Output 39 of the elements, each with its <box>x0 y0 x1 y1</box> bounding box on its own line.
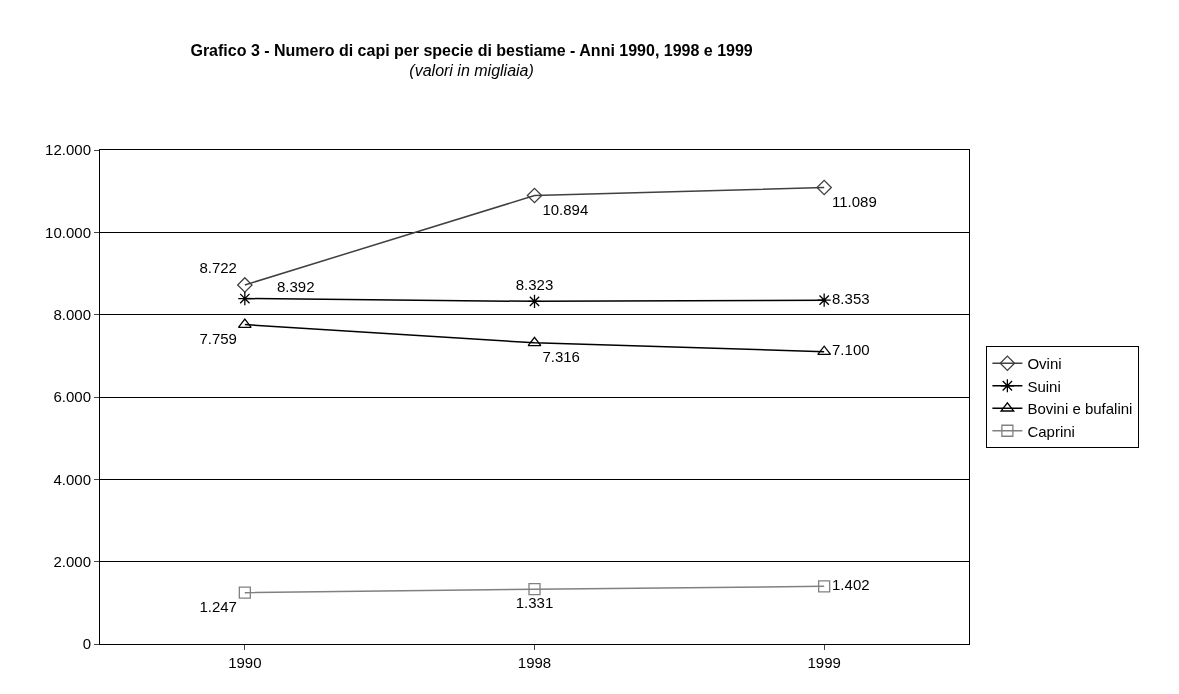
data-label: 8.392 <box>277 278 315 295</box>
data-label: 7.316 <box>542 347 580 365</box>
data-label: 1.331 <box>515 594 554 612</box>
point <box>237 291 253 306</box>
data-label: 1.247 <box>199 597 237 615</box>
data-label: 8.722 <box>199 259 237 277</box>
point <box>817 345 832 356</box>
data-label: 7.759 <box>199 329 237 347</box>
x-tick-label: 1990 <box>228 654 262 671</box>
y-tick-label: 6.000 <box>53 388 91 406</box>
data-label: 7.100 <box>832 341 870 359</box>
y-tick-label: 0 <box>82 635 91 653</box>
data-label: 11.089 <box>832 192 877 210</box>
point <box>526 187 543 204</box>
data-label: 10.894 <box>542 200 589 218</box>
point <box>238 586 251 599</box>
legend-label: Suini <box>1027 377 1061 395</box>
point <box>816 292 832 308</box>
point <box>527 294 542 309</box>
chart-subtitle: (valori in migliaia) <box>409 62 534 80</box>
legend-label: Bovini e bufalini <box>1027 400 1133 418</box>
y-tick-label: 12.000 <box>45 141 91 159</box>
data-label: 8.323 <box>515 275 554 293</box>
point <box>237 277 253 293</box>
y-tick-label: 4.000 <box>53 470 91 488</box>
data-label: 1.402 <box>832 576 870 594</box>
x-tick-label: 1999 <box>807 654 841 671</box>
point <box>527 336 542 347</box>
y-tick-label: 2.000 <box>53 552 91 570</box>
point <box>818 580 831 593</box>
data-label: 8.353 <box>832 289 870 307</box>
x-tick-label: 1998 <box>517 654 552 671</box>
y-tick-label: 10.000 <box>45 223 91 241</box>
legend-label: Ovini <box>1027 355 1062 373</box>
point <box>816 179 832 196</box>
point <box>528 583 541 596</box>
legend-label: Caprini <box>1027 422 1075 440</box>
chart-title: Grafico 3 - Numero di capi per specie di bestiame - Anni 1990, 1998 e 1999 <box>190 41 753 59</box>
y-tick-label: 8.000 <box>53 305 91 323</box>
